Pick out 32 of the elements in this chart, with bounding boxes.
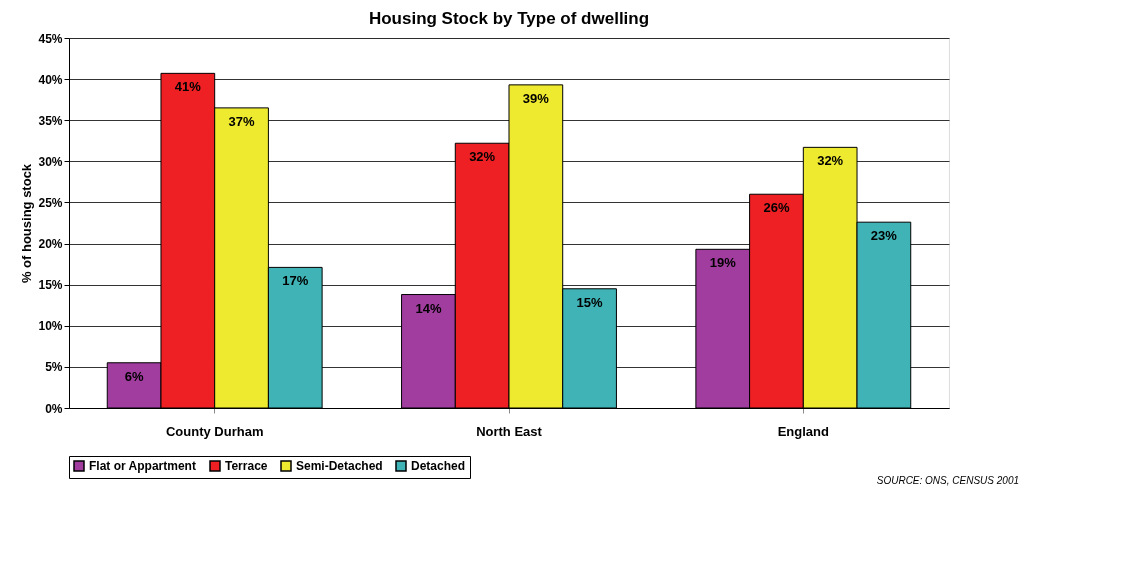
data-label: 41% (174, 79, 202, 95)
legend-label: Terrace (225, 459, 268, 473)
data-label: 32% (469, 149, 496, 165)
y-tick-label: 25% (38, 195, 63, 210)
chart-title: Housing Stock by Type of dwelling (368, 9, 650, 28)
y-tick-label: 20% (38, 237, 63, 252)
y-axis-title: % of housing stock (19, 163, 35, 284)
y-tick-label: 15% (38, 278, 63, 293)
data-label: 23% (870, 228, 898, 244)
data-label: 32% (817, 153, 844, 169)
y-tick-label: 30% (38, 154, 63, 169)
data-label: 15% (576, 294, 604, 310)
data-label: 37% (228, 113, 255, 129)
x-tick-label: North East (476, 423, 543, 439)
legend-label: Detached (411, 459, 466, 473)
legend-label: Semi-Detached (296, 459, 383, 473)
y-tick-label: 5% (45, 360, 63, 375)
y-tick-label: 35% (38, 113, 63, 128)
y-tick-label: 10% (38, 319, 63, 334)
x-tick-label: England (777, 423, 830, 439)
data-label: 19% (709, 255, 737, 271)
data-label: 26% (763, 200, 790, 216)
data-label: 17% (282, 273, 309, 289)
y-tick-label: 45% (38, 31, 63, 46)
data-label: 14% (415, 300, 442, 316)
data-label: 39% (522, 90, 550, 106)
data-label: 6% (124, 368, 144, 384)
legend-label: Flat or Appartment (89, 459, 196, 473)
y-tick-label: 0% (45, 401, 63, 416)
y-tick-label: 40% (38, 72, 63, 87)
x-tick-label: County Durham (165, 423, 264, 439)
source-note: SOURCE: ONS, CENSUS 2001 (876, 475, 1019, 486)
